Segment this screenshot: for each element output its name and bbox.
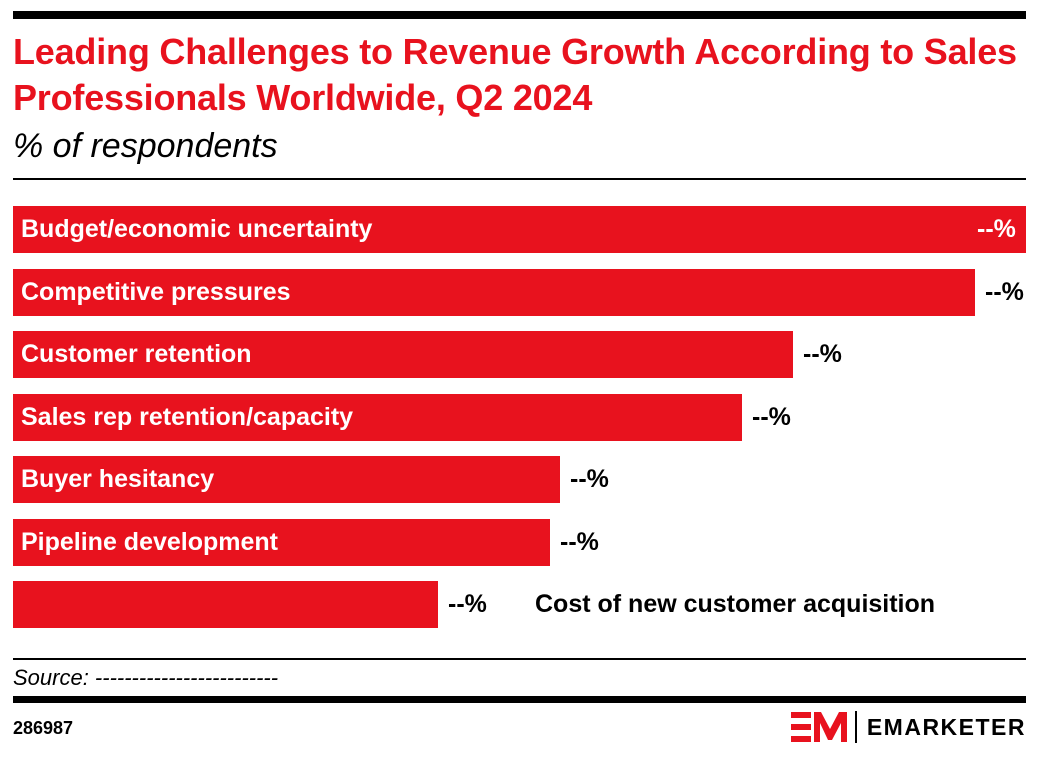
header-rule xyxy=(13,178,1026,180)
em-logo-icon xyxy=(790,712,847,742)
footer-rule xyxy=(13,696,1026,703)
bar-category-label: Budget/economic uncertainty xyxy=(21,215,373,243)
bar-2 xyxy=(13,331,793,378)
bar-value-label: --% xyxy=(448,590,487,618)
chart-id: 286987 xyxy=(13,718,74,738)
bar-6 xyxy=(13,581,438,628)
brand: EMARKETER xyxy=(790,710,1026,744)
bar-category-label: Buyer hesitancy xyxy=(21,465,215,493)
bar-category-label: Sales rep retention/capacity xyxy=(21,403,354,431)
bar-3 xyxy=(13,394,742,441)
bar-4 xyxy=(13,456,560,503)
bar-0 xyxy=(13,206,1026,253)
bar-value-label: --% xyxy=(752,403,791,431)
bar-value-label: --% xyxy=(803,340,842,368)
source-rule xyxy=(13,658,1026,660)
top-rule xyxy=(13,11,1026,19)
bar-value-label: --% xyxy=(570,465,609,493)
bar-5 xyxy=(13,519,550,566)
bar-category-label: Competitive pressures xyxy=(21,278,291,306)
source-note: Source: ------------------------- xyxy=(13,665,279,690)
bar-category-label: Customer retention xyxy=(21,340,252,368)
brand-divider xyxy=(854,711,857,743)
bar-category-label: Pipeline development xyxy=(21,528,279,556)
bar-1 xyxy=(13,269,975,316)
bar-value-label: --% xyxy=(560,528,599,556)
brand-name: EMARKETER xyxy=(866,714,1026,740)
bar-category-label: Cost of new customer acquisition xyxy=(535,590,936,618)
bar-value-label: --% xyxy=(977,215,1016,243)
chart-subtitle: % of respondents xyxy=(13,127,278,165)
bar-value-label: --% xyxy=(985,278,1024,306)
chart-title: Leading Challenges to Revenue Growth Acc… xyxy=(13,31,1017,118)
